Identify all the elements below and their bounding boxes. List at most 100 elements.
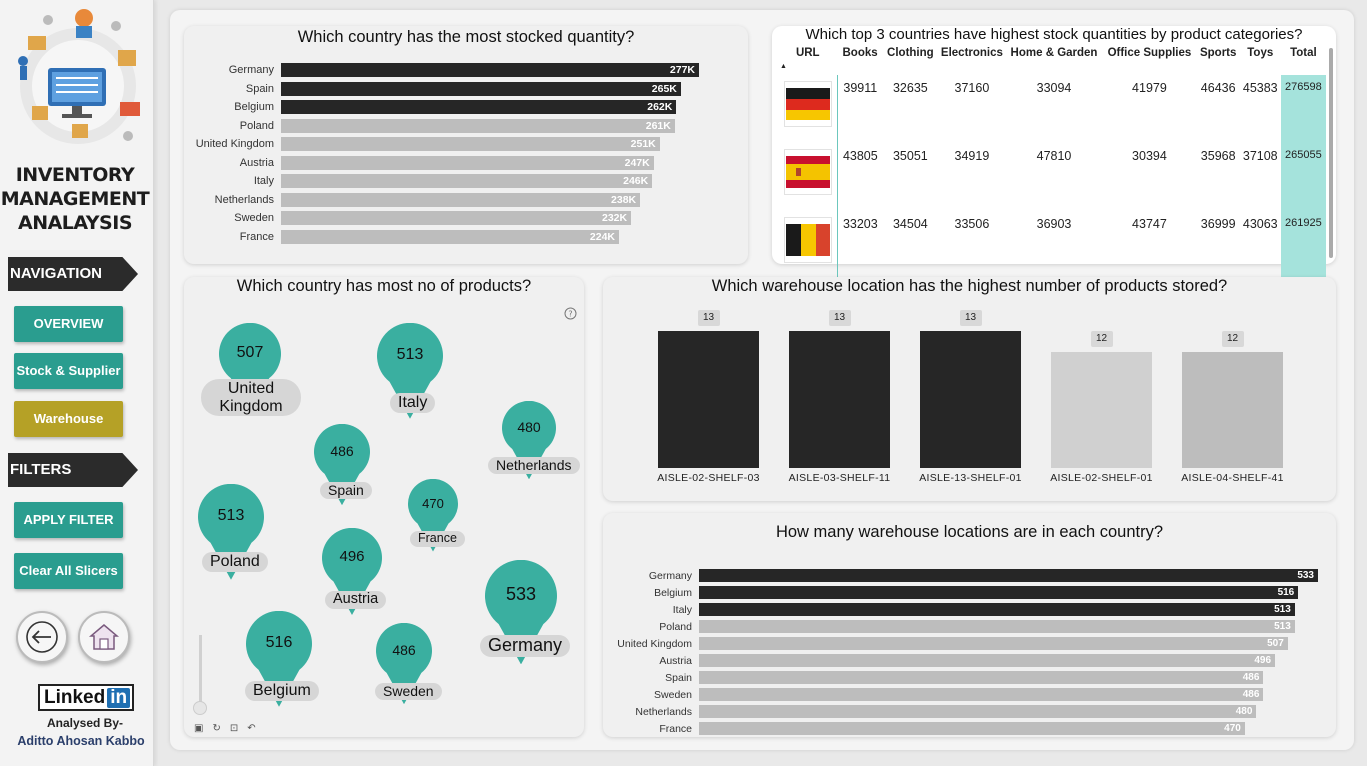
col-url[interactable]: URL ▲ <box>780 47 820 70</box>
bar[interactable] <box>281 174 653 188</box>
bar[interactable] <box>281 229 620 244</box>
bar[interactable] <box>699 586 1299 599</box>
table-cell: 45383 <box>1242 81 1278 95</box>
col-electronics[interactable]: Electronics <box>940 47 1003 59</box>
map-pin[interactable]: 507 <box>219 322 281 413</box>
bar[interactable] <box>699 569 1318 582</box>
col-books[interactable]: Books <box>842 47 878 59</box>
apply-filter-button[interactable]: APPLY FILTER <box>14 502 123 538</box>
bar[interactable] <box>281 100 677 114</box>
bar[interactable] <box>699 637 1288 650</box>
linkedin-logo[interactable]: Linked in <box>38 684 134 711</box>
map-pin[interactable]: 496 <box>322 527 382 615</box>
bar-category-label: Italy <box>253 175 274 187</box>
map-pin-value: 513 <box>217 506 245 524</box>
map-layers-icon[interactable]: ▣ <box>194 723 213 734</box>
svg-text:?: ? <box>568 310 572 319</box>
bar[interactable] <box>281 137 660 151</box>
map-undo-icon[interactable]: ↶ <box>247 723 265 734</box>
col-sports[interactable]: Sports <box>1199 47 1237 59</box>
bar[interactable] <box>699 705 1257 718</box>
bar[interactable] <box>699 722 1245 735</box>
map-pin-country-label: Netherlands <box>488 457 580 475</box>
bar[interactable] <box>281 118 675 133</box>
map-pin[interactable]: 513 <box>198 483 264 580</box>
table-cell: 47810 <box>1036 149 1072 163</box>
filters-section-tab: FILTERS <box>8 453 138 487</box>
col-office-supplies[interactable]: Office Supplies <box>1107 47 1192 59</box>
map-pin[interactable]: 486 <box>314 423 370 506</box>
map-pin[interactable]: 533 <box>485 559 557 665</box>
help-icon[interactable]: ? <box>564 307 577 320</box>
map-pin-marker-icon <box>246 610 312 707</box>
bar[interactable] <box>1051 351 1152 468</box>
bar[interactable] <box>920 331 1021 468</box>
zoom-slider-handle[interactable] <box>193 701 207 715</box>
bar-value-label: 13 <box>959 310 982 326</box>
home-icon <box>88 624 120 650</box>
map-lock-icon[interactable]: ⊡ <box>229 723 248 734</box>
map-pin-value: 480 <box>517 418 541 435</box>
top3-countries-card: Which top 3 countries have highest stock… <box>772 26 1336 279</box>
col-toys[interactable]: Toys <box>1247 47 1274 59</box>
table-header-row: URL ▲ Books Clothing Electronics Home & G… <box>778 45 1326 75</box>
map-pin-value: 486 <box>392 641 416 658</box>
table-cell: 35968 <box>1200 149 1236 163</box>
map-pin-marker-icon <box>322 527 382 615</box>
bar[interactable] <box>699 620 1295 633</box>
total-cell: 261925 <box>1280 211 1326 279</box>
bar[interactable] <box>1182 351 1283 468</box>
col-total[interactable]: Total <box>1280 45 1326 75</box>
bar[interactable] <box>699 603 1295 616</box>
bar-category-label: Netherlands <box>635 706 692 718</box>
bar[interactable] <box>699 671 1264 684</box>
table-scrollbar[interactable] <box>1329 48 1333 258</box>
belgium-flag-icon <box>785 224 830 256</box>
bar[interactable] <box>281 211 632 225</box>
sidebar: INVENTORY MANAGEMENT ANALAYSIS NAVIGATIO… <box>0 0 154 766</box>
map-pin[interactable]: 516 <box>246 610 312 707</box>
table-cell: 41979 <box>1132 81 1167 95</box>
bar-value-label: 513 <box>1274 621 1291 632</box>
map-pin[interactable]: 470 <box>408 478 458 552</box>
overview-button[interactable]: OVERVIEW <box>14 306 123 342</box>
table-cell: 33203 <box>842 217 878 231</box>
bar[interactable] <box>281 155 654 170</box>
map-pin[interactable]: 513 <box>377 322 443 419</box>
table-cell: 43747 <box>1132 217 1167 231</box>
map-pin[interactable]: 486 <box>376 622 432 705</box>
stock-supplier-button[interactable]: Stock & Supplier <box>14 353 123 389</box>
col-home-garden[interactable]: Home & Garden <box>1010 47 1098 59</box>
clear-all-slicers-button[interactable]: Clear All Slicers <box>14 553 123 589</box>
bar[interactable] <box>281 63 699 77</box>
map-toolbar: ▣↻⊡↶ <box>194 723 265 734</box>
bar-category-label: AISLE-02-SHELF-03 <box>657 472 760 484</box>
bar[interactable] <box>281 192 641 207</box>
col-clothing[interactable]: Clothing <box>887 47 934 59</box>
bar-category-label: AISLE-13-SHELF-01 <box>919 472 1022 484</box>
warehouse-button[interactable]: Warehouse <box>14 401 123 437</box>
map-pin-country-label: Germany <box>480 635 571 657</box>
map-refresh-icon[interactable]: ↻ <box>212 723 230 734</box>
table-cell: 34919 <box>954 149 990 163</box>
table-row: 39911 32635 37160 33094 41979 46436 4538… <box>778 75 1326 143</box>
bar-category-label: United Kingdom <box>617 638 692 650</box>
map-pin[interactable]: 480 <box>502 400 556 480</box>
bar[interactable] <box>789 331 890 468</box>
table-cell: 35051 <box>892 149 928 163</box>
table-cell: 33094 <box>1036 81 1072 95</box>
bar-value-label: 486 <box>1242 689 1260 700</box>
locations-per-country-card: How many warehouse locations are in each… <box>603 513 1336 737</box>
back-button[interactable] <box>16 611 68 663</box>
bar[interactable] <box>699 688 1264 701</box>
bar[interactable] <box>699 654 1276 667</box>
bar[interactable] <box>658 331 759 468</box>
home-button[interactable] <box>78 611 130 663</box>
bar[interactable] <box>281 81 681 96</box>
map-pin-value: 486 <box>330 442 354 459</box>
table-row: 33203 34504 33506 36903 43747 36999 4306… <box>778 211 1326 279</box>
bar-value-label: 516 <box>1277 587 1295 598</box>
zoom-slider[interactable] <box>199 635 202 705</box>
bar-category-label: Sweden <box>234 212 274 224</box>
map-pin-country-label: Poland <box>202 552 268 572</box>
